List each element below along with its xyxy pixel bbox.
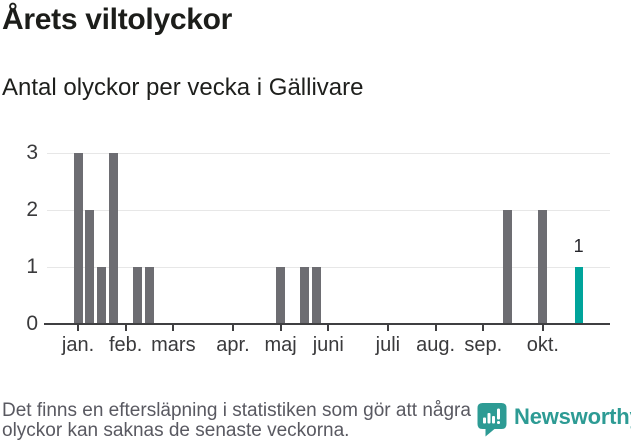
y-axis-label-1: 1 (26, 255, 38, 278)
x-axis-label-sep: sep. (464, 334, 503, 356)
x-axis-tick-juli (386, 324, 389, 331)
newsworthy-logo-text: Newsworthy (514, 404, 631, 429)
newsworthy-logo[interactable]: Newsworthy (477, 402, 631, 437)
x-axis-tick-aug (434, 324, 437, 331)
bar-week-3 (73, 153, 83, 324)
weekly-accidents-bar-chart: 0 1 2 3 jan. feb. mars apr. maj juni juli aug. sep. o… (0, 130, 631, 375)
x-axis-tick-juni (327, 324, 330, 331)
x-axis-label-apr: apr. (216, 334, 250, 356)
x-axis-line (44, 322, 610, 325)
gridline-y-1 (47, 267, 610, 268)
x-axis-label-okt: okt. (526, 334, 559, 356)
data-lag-note: Det finns en eftersläpning i statistiken… (2, 401, 471, 440)
x-axis-label-juli: juli (375, 334, 401, 356)
logo-bar-1 (483, 417, 486, 424)
bar-week-39 (502, 210, 512, 324)
x-axis-tick-feb (124, 324, 127, 331)
x-axis-tick-jan (77, 324, 79, 331)
newsworthy-chart-bubble-icon (477, 403, 507, 437)
bar-week-5 (97, 267, 107, 324)
x-axis-label-jan: jan. (61, 334, 95, 356)
x-axis-label-aug: aug. (416, 334, 456, 356)
x-axis-tick-okt (541, 324, 544, 331)
bar-value-label: 1 (573, 236, 584, 256)
x-axis-tick-mars (172, 324, 175, 331)
x-axis-label-feb: feb. (108, 334, 143, 356)
bar-week-4 (85, 210, 95, 324)
y-axis-label-3: 3 (26, 141, 38, 164)
logo-bar-2 (487, 413, 491, 424)
logo-exclamation-stroke (497, 408, 500, 420)
note-line-2: olyckor kan saknas de senaste veckorna. (2, 419, 350, 441)
logo-exclamation-dot (497, 421, 500, 424)
x-axis-tick-sep (482, 324, 485, 331)
bar-week-22 (299, 267, 309, 324)
chart-subtitle: Antal olyckor per vecka i Gällivare (2, 74, 364, 101)
x-axis-tick-apr (231, 324, 234, 331)
bar-week-8 (133, 267, 143, 324)
bar-week-20 (276, 267, 286, 324)
x-axis-label-juni: juni (312, 334, 344, 356)
x-axis-tick-maj (279, 324, 282, 331)
bar-week-45-current (574, 267, 583, 324)
gridline-y-2 (47, 210, 610, 211)
x-axis-label-mars: mars (151, 334, 196, 356)
logo-bar-3 (492, 416, 495, 424)
bar-week-9 (145, 267, 155, 324)
bar-week-23 (311, 267, 321, 324)
y-axis-label-2: 2 (26, 198, 38, 221)
y-axis-label-0: 0 (26, 312, 38, 335)
x-axis-label-maj: maj (264, 334, 297, 356)
page-title: Årets viltolyckor (2, 3, 232, 36)
bar-week-42 (538, 210, 548, 324)
note-line-1: Det finns en eftersläpning i statistiken… (2, 400, 471, 421)
gridline-y-3 (47, 153, 610, 154)
bar-week-6 (109, 153, 119, 324)
